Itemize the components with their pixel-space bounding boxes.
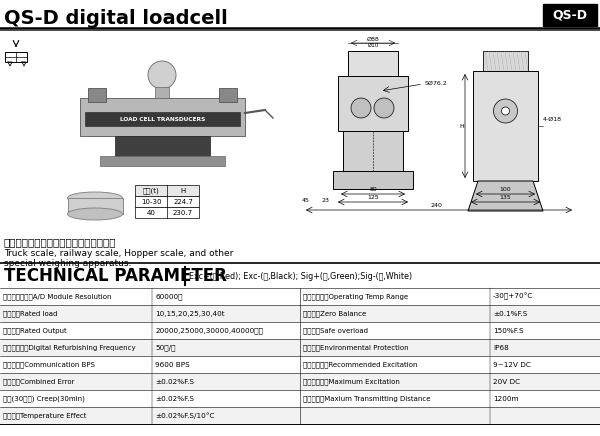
Bar	[338, 76, 408, 131]
Text: ±0.02%F.S: ±0.02%F.S	[155, 395, 194, 402]
Text: 240: 240	[431, 203, 442, 208]
Text: 125: 125	[367, 195, 379, 200]
Bar	[473, 71, 538, 181]
Bar	[5, 52, 27, 62]
Text: 45: 45	[302, 198, 310, 203]
Circle shape	[351, 98, 371, 118]
Text: 20V DC: 20V DC	[493, 378, 520, 385]
Bar	[219, 88, 237, 102]
Text: Truck scale, railway scale, Hopper scale, and other: Truck scale, railway scale, Hopper scale…	[4, 249, 233, 258]
Bar	[135, 185, 199, 196]
Text: 10-30: 10-30	[141, 198, 161, 204]
Bar	[85, 112, 240, 126]
Text: 100: 100	[500, 187, 511, 192]
Text: 60000码: 60000码	[155, 293, 182, 300]
Circle shape	[493, 99, 517, 123]
Text: 通讯波特率Communication BPS: 通讯波特率Communication BPS	[3, 361, 95, 368]
Circle shape	[502, 107, 509, 115]
Text: 蚀变(30分钟) Creep(30min): 蚀变(30分钟) Creep(30min)	[3, 395, 85, 402]
Text: 零点输出Zero Balance: 零点输出Zero Balance	[303, 310, 366, 317]
Text: 量程(t): 量程(t)	[143, 187, 160, 194]
Text: special weighing apparatus.: special weighing apparatus.	[4, 259, 131, 268]
Text: H: H	[459, 123, 464, 129]
Bar	[155, 87, 169, 98]
Polygon shape	[468, 181, 543, 211]
Bar	[135, 196, 199, 207]
Text: ±0.1%F.S: ±0.1%F.S	[493, 310, 527, 317]
Text: 80: 80	[369, 187, 377, 192]
Text: 汽车衡、轨道衡、配料秤及各种专用衡器: 汽车衡、轨道衡、配料秤及各种专用衡器	[4, 237, 116, 247]
Text: LOAD CELL TRANSDUCERS: LOAD CELL TRANSDUCERS	[120, 116, 205, 122]
Bar	[80, 98, 245, 136]
Text: 40: 40	[146, 210, 155, 215]
Text: 温度系数Temperature Effect: 温度系数Temperature Effect	[3, 412, 86, 419]
Circle shape	[148, 61, 176, 89]
Text: 最大传输距Maxium Transmitting Distance: 最大传输距Maxium Transmitting Distance	[303, 395, 431, 402]
Text: ±0.02%F.S: ±0.02%F.S	[155, 378, 194, 385]
Bar	[0, 356, 600, 373]
Text: H: H	[181, 187, 185, 194]
Bar	[0, 339, 600, 356]
Bar	[0, 288, 600, 424]
Text: -30～+70°C: -30～+70°C	[493, 293, 533, 300]
Text: 230.7: 230.7	[173, 210, 193, 215]
Ellipse shape	[67, 192, 122, 204]
Bar	[0, 373, 600, 390]
Text: SØ76.2: SØ76.2	[425, 81, 448, 85]
Bar	[88, 88, 106, 102]
Text: QS-D: QS-D	[553, 8, 587, 21]
Bar	[348, 51, 398, 76]
Text: 数据刷新速率Digital Refurbishing Frequency: 数据刷新速率Digital Refurbishing Frequency	[3, 344, 136, 351]
Text: 额定输出Rated Output: 额定输出Rated Output	[3, 327, 67, 334]
Text: 135: 135	[500, 195, 511, 200]
Text: 使用温度范围Operating Temp Range: 使用温度范围Operating Temp Range	[303, 293, 408, 300]
Bar	[135, 207, 199, 218]
Ellipse shape	[67, 208, 122, 220]
Text: 防护等级Environmental Protection: 防护等级Environmental Protection	[303, 344, 409, 351]
Bar	[115, 136, 210, 156]
Text: 1200m: 1200m	[493, 395, 518, 402]
Text: 综合精度Combined Error: 综合精度Combined Error	[3, 378, 74, 385]
Text: 4-Ø18: 4-Ø18	[543, 117, 562, 122]
Text: 150%F.S: 150%F.S	[493, 327, 524, 334]
Bar	[483, 51, 528, 71]
Text: TECHNICAL PARAMETER: TECHNICAL PARAMETER	[4, 267, 227, 285]
Text: Exc+(红,Red); Exc-(黑,Black); Sig+(绿,Green);Sig-(白,White): Exc+(红,Red); Exc-(黑,Black); Sig+(绿,Green…	[189, 272, 412, 280]
Bar	[100, 156, 225, 166]
Circle shape	[374, 98, 394, 118]
Text: IP68: IP68	[493, 344, 509, 351]
Text: 额定载荷Rated load: 额定载荷Rated load	[3, 310, 58, 317]
Bar	[0, 322, 600, 339]
Bar	[68, 198, 123, 214]
Text: 50次/秒: 50次/秒	[155, 344, 176, 351]
Text: 9~12V DC: 9~12V DC	[493, 361, 531, 368]
Bar	[333, 171, 413, 189]
Text: 数字模块分辨数A/D Module Resolution: 数字模块分辨数A/D Module Resolution	[3, 293, 112, 300]
Text: 推荐输入电压Recommended Excitation: 推荐输入电压Recommended Excitation	[303, 361, 418, 368]
Text: Ø88: Ø88	[367, 37, 379, 42]
Text: 最大输入电压Maximum Excitation: 最大输入电压Maximum Excitation	[303, 378, 400, 385]
Bar	[0, 305, 600, 322]
Text: 23: 23	[322, 198, 330, 203]
Bar	[543, 4, 597, 26]
Text: 224.7: 224.7	[173, 198, 193, 204]
Text: 安全过载Safe overload: 安全过载Safe overload	[303, 327, 368, 334]
Bar	[0, 390, 600, 407]
Text: ±0.02%F.S/10°C: ±0.02%F.S/10°C	[155, 412, 215, 419]
Text: 9600 BPS: 9600 BPS	[155, 361, 190, 368]
Bar	[0, 407, 600, 424]
Text: 20000,25000,30000,40000内码: 20000,25000,30000,40000内码	[155, 327, 263, 334]
Text: Ø10: Ø10	[367, 43, 379, 48]
Bar	[0, 288, 600, 305]
Text: 10,15,20,25,30,40t: 10,15,20,25,30,40t	[155, 310, 224, 317]
Bar	[343, 131, 403, 171]
Text: QS-D digital loadcell: QS-D digital loadcell	[4, 8, 228, 27]
